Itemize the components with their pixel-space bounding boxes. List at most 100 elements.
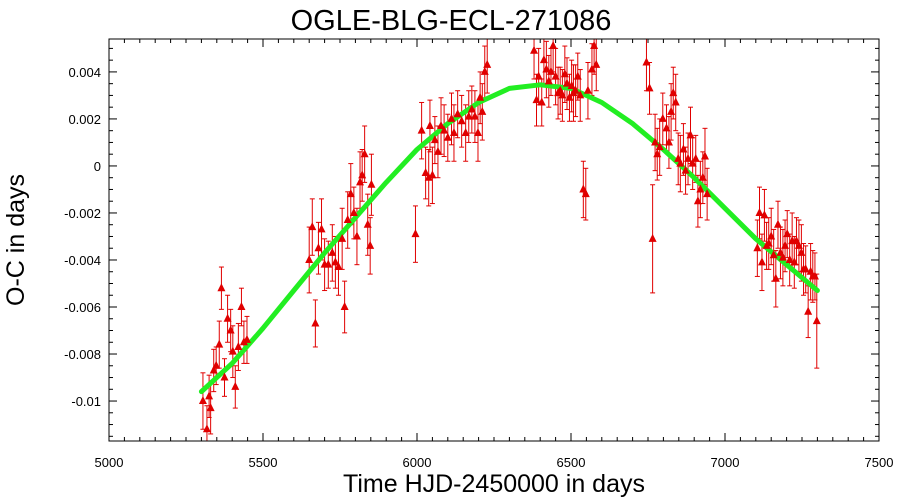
data-point-triangle <box>790 257 799 266</box>
error-bars <box>200 39 820 441</box>
data-point-triangle <box>653 149 662 158</box>
y-tick-label: -0.002 <box>64 206 101 221</box>
data-point-triangle <box>537 97 546 106</box>
data-point-triangle <box>655 142 664 151</box>
data-point-triangle <box>366 240 375 249</box>
data-point-triangle <box>220 372 229 381</box>
x-tick-label: 7000 <box>711 455 740 470</box>
data-point-triangle <box>546 66 555 75</box>
data-point-triangle <box>642 57 651 66</box>
data-point-triangle <box>539 55 548 64</box>
data-point-triangle <box>209 365 218 374</box>
data-point-triangle <box>764 238 773 247</box>
data-point-triangle <box>308 222 317 231</box>
data-point-triangle <box>428 170 437 179</box>
data-point-triangle <box>352 231 361 240</box>
data-point-triangle <box>242 334 251 343</box>
y-axis-label: O-C in days <box>2 174 30 306</box>
data-point-triangle <box>317 224 326 233</box>
data-point-triangle <box>571 85 580 94</box>
data-point-triangle <box>223 313 232 322</box>
data-point-triangle <box>671 97 680 106</box>
data-point-triangle <box>769 250 778 259</box>
data-point-triangle <box>560 69 569 78</box>
data-point-triangle <box>346 189 355 198</box>
x-tick-label: 6500 <box>557 455 586 470</box>
data-point-triangle <box>328 247 337 256</box>
data-point-triangle <box>667 106 676 115</box>
data-point-triangle <box>467 104 476 113</box>
data-point-triangle <box>356 177 365 186</box>
data-point-triangle <box>440 125 449 134</box>
data-point-triangle <box>703 189 712 198</box>
data-point-triangle <box>470 111 479 120</box>
data-point-triangle <box>421 168 430 176</box>
data-point-triangle <box>461 128 470 137</box>
data-point-triangle <box>331 257 340 266</box>
data-point-triangle <box>534 71 543 80</box>
data-point-triangle <box>804 306 813 315</box>
data-point-triangle <box>801 264 810 273</box>
data-point-triangle <box>314 243 323 252</box>
data-point-triangle <box>590 41 599 50</box>
data-point-triangle <box>478 106 487 115</box>
data-point-triangle <box>645 83 654 92</box>
data-point-triangle <box>576 90 585 99</box>
data-point-triangle <box>797 247 806 256</box>
data-point-triangle <box>648 233 657 242</box>
data-point-triangle <box>198 396 207 405</box>
data-point-triangle <box>783 229 792 238</box>
data-point-triangle <box>237 302 246 310</box>
data-point-triangle <box>424 172 433 181</box>
data-point-triangle <box>562 78 571 87</box>
x-axis-label: Time HJD-2450000 in days <box>343 470 645 498</box>
data-point-triangle <box>558 90 567 99</box>
data-point-triangle <box>662 123 671 132</box>
data-point-triangle <box>202 424 211 433</box>
data-point-triangle <box>334 262 343 271</box>
data-point-triangle <box>340 302 349 310</box>
y-tick-label: -0.006 <box>64 300 101 315</box>
data-point-triangle <box>417 125 426 134</box>
data-point-triangle <box>812 316 821 325</box>
data-point-triangle <box>483 59 492 68</box>
data-point-triangle <box>669 88 678 97</box>
chart-title: OGLE-BLG-ECL-271086 <box>291 5 612 37</box>
data-point-triangle <box>343 215 352 224</box>
data-point-triangle <box>565 92 574 101</box>
data-point-triangle <box>755 207 764 216</box>
data-point-triangle <box>583 85 592 94</box>
data-point-triangle <box>363 219 372 228</box>
data-point-triangle <box>686 130 695 139</box>
data-point-triangle <box>664 137 673 146</box>
data-point-triangle <box>217 283 226 292</box>
x-tick-label: 5500 <box>249 455 278 470</box>
y-tick-label: -0.004 <box>64 253 101 268</box>
data-point-triangle <box>228 346 237 355</box>
data-point-triangle <box>457 116 466 125</box>
data-point-triangle <box>549 41 558 50</box>
data-point-triangle <box>205 391 214 400</box>
data-point-triangle <box>581 189 590 198</box>
data-point-triangle <box>810 271 819 280</box>
data-point-triangle <box>691 153 700 162</box>
data-point-triangle <box>476 92 485 101</box>
axis-ticks: 5000 5500 6000 6500 7000 7500 0.004 0.002 0 -0.00… <box>64 39 893 470</box>
data-point-triangle <box>480 66 489 75</box>
data-point-triangle <box>760 210 769 219</box>
data-point-triangle <box>234 341 243 350</box>
data-point-triangle <box>781 240 790 249</box>
x-tick-label: 7500 <box>865 455 894 470</box>
data-point-triangle <box>464 111 473 120</box>
data-point-triangle <box>449 128 458 137</box>
data-point-triangle <box>651 137 660 146</box>
plot-frame <box>108 38 880 442</box>
data-point-triangle <box>360 149 369 158</box>
x-tick-label: 6000 <box>403 455 432 470</box>
x-tick-label: 5000 <box>95 455 124 470</box>
data-point-triangle <box>212 360 221 369</box>
data-point-triangle <box>767 231 776 240</box>
data-point-triangle <box>753 243 762 252</box>
data-point-triangle <box>231 381 240 390</box>
